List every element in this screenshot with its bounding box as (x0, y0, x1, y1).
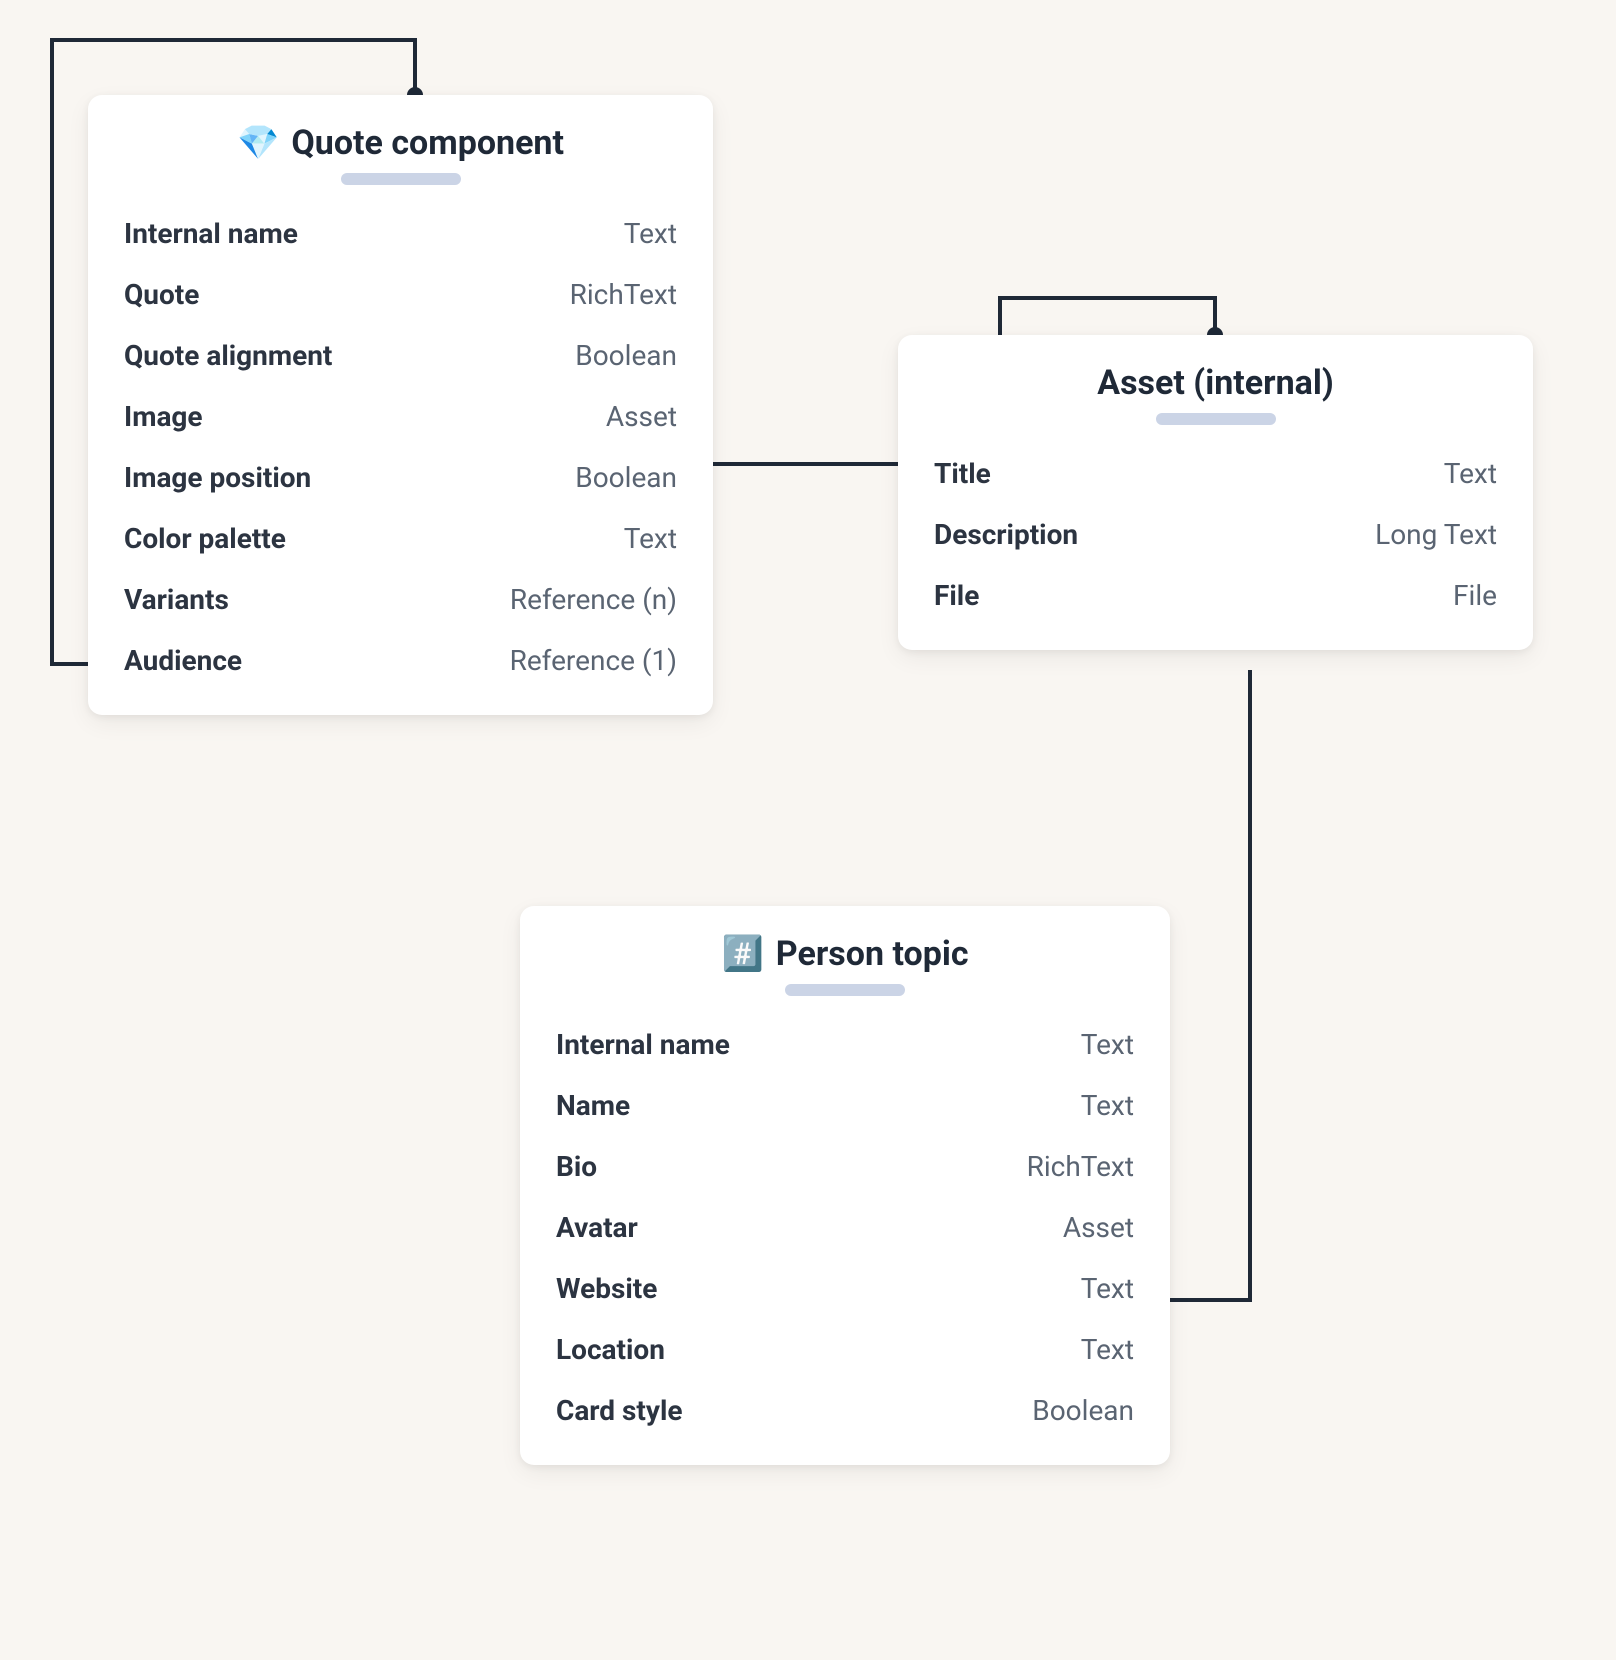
drag-handle[interactable] (785, 984, 905, 996)
field-row[interactable]: Quote alignment Boolean (124, 325, 677, 386)
field-row[interactable]: Internal name Text (556, 1014, 1134, 1075)
diagram-canvas: 💎 Quote component Internal name Text Quo… (0, 0, 1616, 1660)
field-name: Internal name (124, 217, 298, 250)
edge-asset-to-person (1170, 670, 1250, 1300)
card-title-text: Quote component (291, 123, 564, 163)
field-type: Text (1081, 1333, 1134, 1366)
field-row[interactable]: Title Text (934, 443, 1497, 504)
field-name: Title (934, 457, 991, 490)
field-name: Image position (124, 461, 311, 494)
field-row[interactable]: Description Long Text (934, 504, 1497, 565)
field-list: Internal name Text Name Text Bio RichTex… (556, 1014, 1134, 1441)
field-name: Location (556, 1333, 665, 1366)
field-type: Long Text (1375, 518, 1497, 551)
field-name: Description (934, 518, 1078, 551)
field-type: Reference (1) (510, 644, 677, 677)
field-name: Image (124, 400, 203, 433)
field-name: Variants (124, 583, 229, 616)
field-type: Asset (606, 400, 677, 433)
field-name: Audience (124, 644, 242, 677)
field-row[interactable]: Location Text (556, 1319, 1134, 1380)
field-name: Quote (124, 278, 199, 311)
field-name: Bio (556, 1150, 597, 1183)
field-row[interactable]: Name Text (556, 1075, 1134, 1136)
field-type: Text (1444, 457, 1497, 490)
edge-asset-top-hook (1000, 298, 1215, 335)
card-title: 💎 Quote component (124, 123, 677, 163)
field-row[interactable]: Audience Reference (1) (124, 630, 677, 691)
field-type: Text (624, 217, 677, 250)
field-row[interactable]: Internal name Text (124, 203, 677, 264)
field-row[interactable]: Image position Boolean (124, 447, 677, 508)
drag-handle[interactable] (341, 173, 461, 185)
field-row[interactable]: Card style Boolean (556, 1380, 1134, 1441)
field-list: Title Text Description Long Text File Fi… (934, 443, 1497, 626)
card-quote-component[interactable]: 💎 Quote component Internal name Text Quo… (88, 95, 713, 715)
card-title-text: Asset (internal) (1097, 363, 1334, 403)
field-type: Boolean (1032, 1394, 1134, 1427)
field-name: Avatar (556, 1211, 638, 1244)
field-type: RichText (1027, 1150, 1134, 1183)
field-type: Text (1081, 1089, 1134, 1122)
field-type: Boolean (575, 339, 677, 372)
field-row[interactable]: Bio RichText (556, 1136, 1134, 1197)
field-name: File (934, 579, 979, 612)
field-row[interactable]: Website Text (556, 1258, 1134, 1319)
card-person-topic[interactable]: #️⃣ Person topic Internal name Text Name… (520, 906, 1170, 1465)
drag-handle[interactable] (1156, 413, 1276, 425)
field-type: File (1453, 579, 1497, 612)
card-asset-internal[interactable]: Asset (internal) Title Text Description … (898, 335, 1533, 650)
field-name: Quote alignment (124, 339, 332, 372)
field-name: Color palette (124, 522, 286, 555)
field-row[interactable]: Variants Reference (n) (124, 569, 677, 630)
field-row[interactable]: Image Asset (124, 386, 677, 447)
card-title: #️⃣ Person topic (556, 934, 1134, 974)
field-type: Reference (n) (510, 583, 677, 616)
field-type: Text (1081, 1028, 1134, 1061)
card-title: Asset (internal) (934, 363, 1497, 403)
hash-icon: #️⃣ (721, 937, 763, 971)
field-type: Text (1081, 1272, 1134, 1305)
field-row[interactable]: Avatar Asset (556, 1197, 1134, 1258)
field-row[interactable]: Color palette Text (124, 508, 677, 569)
field-type: RichText (570, 278, 677, 311)
field-type: Asset (1063, 1211, 1134, 1244)
gem-icon: 💎 (237, 126, 279, 160)
field-name: Card style (556, 1394, 683, 1427)
field-name: Internal name (556, 1028, 730, 1061)
field-row[interactable]: Quote RichText (124, 264, 677, 325)
field-name: Website (556, 1272, 657, 1305)
field-type: Text (624, 522, 677, 555)
card-title-text: Person topic (776, 934, 969, 974)
field-type: Boolean (575, 461, 677, 494)
field-row[interactable]: File File (934, 565, 1497, 626)
field-list: Internal name Text Quote RichText Quote … (124, 203, 677, 691)
field-name: Name (556, 1089, 630, 1122)
